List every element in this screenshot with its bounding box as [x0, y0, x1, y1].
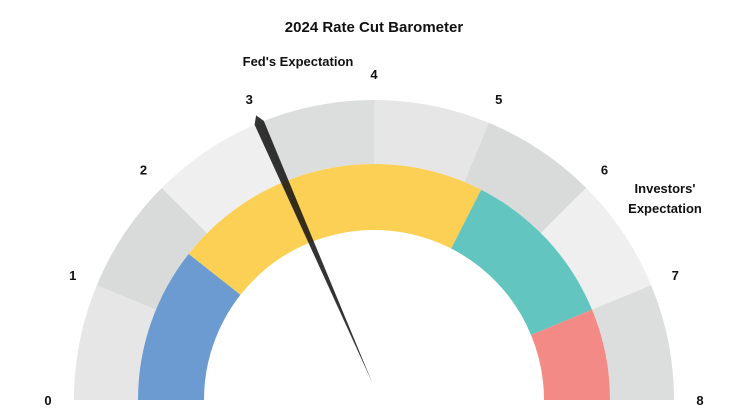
tick-label-8: 8 — [696, 393, 703, 408]
outer-band-7 — [592, 285, 674, 400]
chart-title: 2024 Rate Cut Barometer — [285, 19, 464, 36]
outer-band-6 — [540, 187, 652, 310]
tick-label-6: 6 — [601, 163, 608, 178]
outer-bands — [74, 100, 674, 400]
outer-band-0 — [74, 285, 156, 400]
tick-label-4: 4 — [370, 67, 378, 82]
inner-bands — [138, 163, 610, 400]
tick-label-2: 2 — [140, 163, 147, 178]
investors-expectation-label-line1: Investors' — [635, 181, 696, 196]
outer-band-4 — [374, 100, 489, 182]
tick-label-1: 1 — [69, 268, 76, 283]
investors-expectation-label-line2: Expectation — [628, 201, 702, 216]
needle — [254, 115, 372, 383]
outer-band-2 — [161, 122, 284, 234]
tick-labels: 0 1 2 3 4 5 6 7 8 — [44, 67, 703, 408]
outer-band-5 — [464, 122, 587, 234]
tick-label-3: 3 — [246, 92, 253, 107]
fed-expectation-label: Fed's Expectation — [243, 54, 354, 69]
outer-band-3 — [259, 100, 374, 182]
outer-band-1 — [96, 187, 208, 310]
inner-band-1 — [188, 163, 482, 295]
tick-label-0: 0 — [44, 393, 51, 408]
tick-label-5: 5 — [495, 92, 502, 107]
tick-label-7: 7 — [672, 268, 679, 283]
inner-band-0 — [138, 253, 241, 400]
inner-band-3 — [531, 309, 610, 400]
inner-band-2 — [451, 189, 593, 335]
